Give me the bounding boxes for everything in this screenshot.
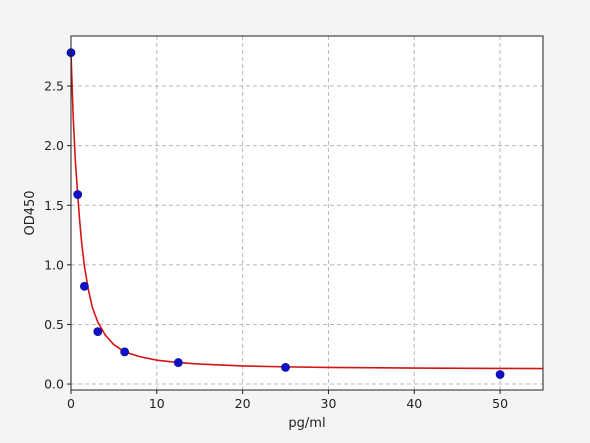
fit-curve-group [70,52,544,370]
y-axis-ticks: 0.0 0.5 1.0 1.5 2.0 2.5 [44,79,71,392]
data-point [79,281,89,291]
data-point [495,370,505,379]
data-point [173,358,183,367]
y-tick-label: 2.0 [44,138,64,153]
x-axis-ticks: 0 10 20 30 40 50 [67,390,508,411]
data-point [281,362,290,372]
plot-frame [70,35,544,391]
x-tick-label: 50 [492,396,508,411]
data-point [120,347,130,357]
data-points [66,48,505,379]
x-axis-label: pg/ml [288,416,325,431]
x-tick-label: 40 [406,396,422,411]
y-tick-label: 0.0 [44,377,64,392]
data-point [73,190,83,199]
plot-area [71,36,543,390]
y-axis-label: OD450 [23,190,38,235]
x-tick-label: 20 [235,396,251,411]
data-point [93,327,103,336]
x-tick-label: 0 [67,396,75,411]
x-tick-label: 10 [149,396,165,411]
y-tick-label: 1.0 [44,257,64,272]
fit-curve [70,52,544,370]
y-tick-label: 1.5 [44,198,64,213]
x-tick-label: 30 [321,396,337,411]
grid-lines [70,36,543,390]
y-tick-label: 2.5 [44,79,64,94]
y-tick-label: 0.5 [44,317,64,332]
